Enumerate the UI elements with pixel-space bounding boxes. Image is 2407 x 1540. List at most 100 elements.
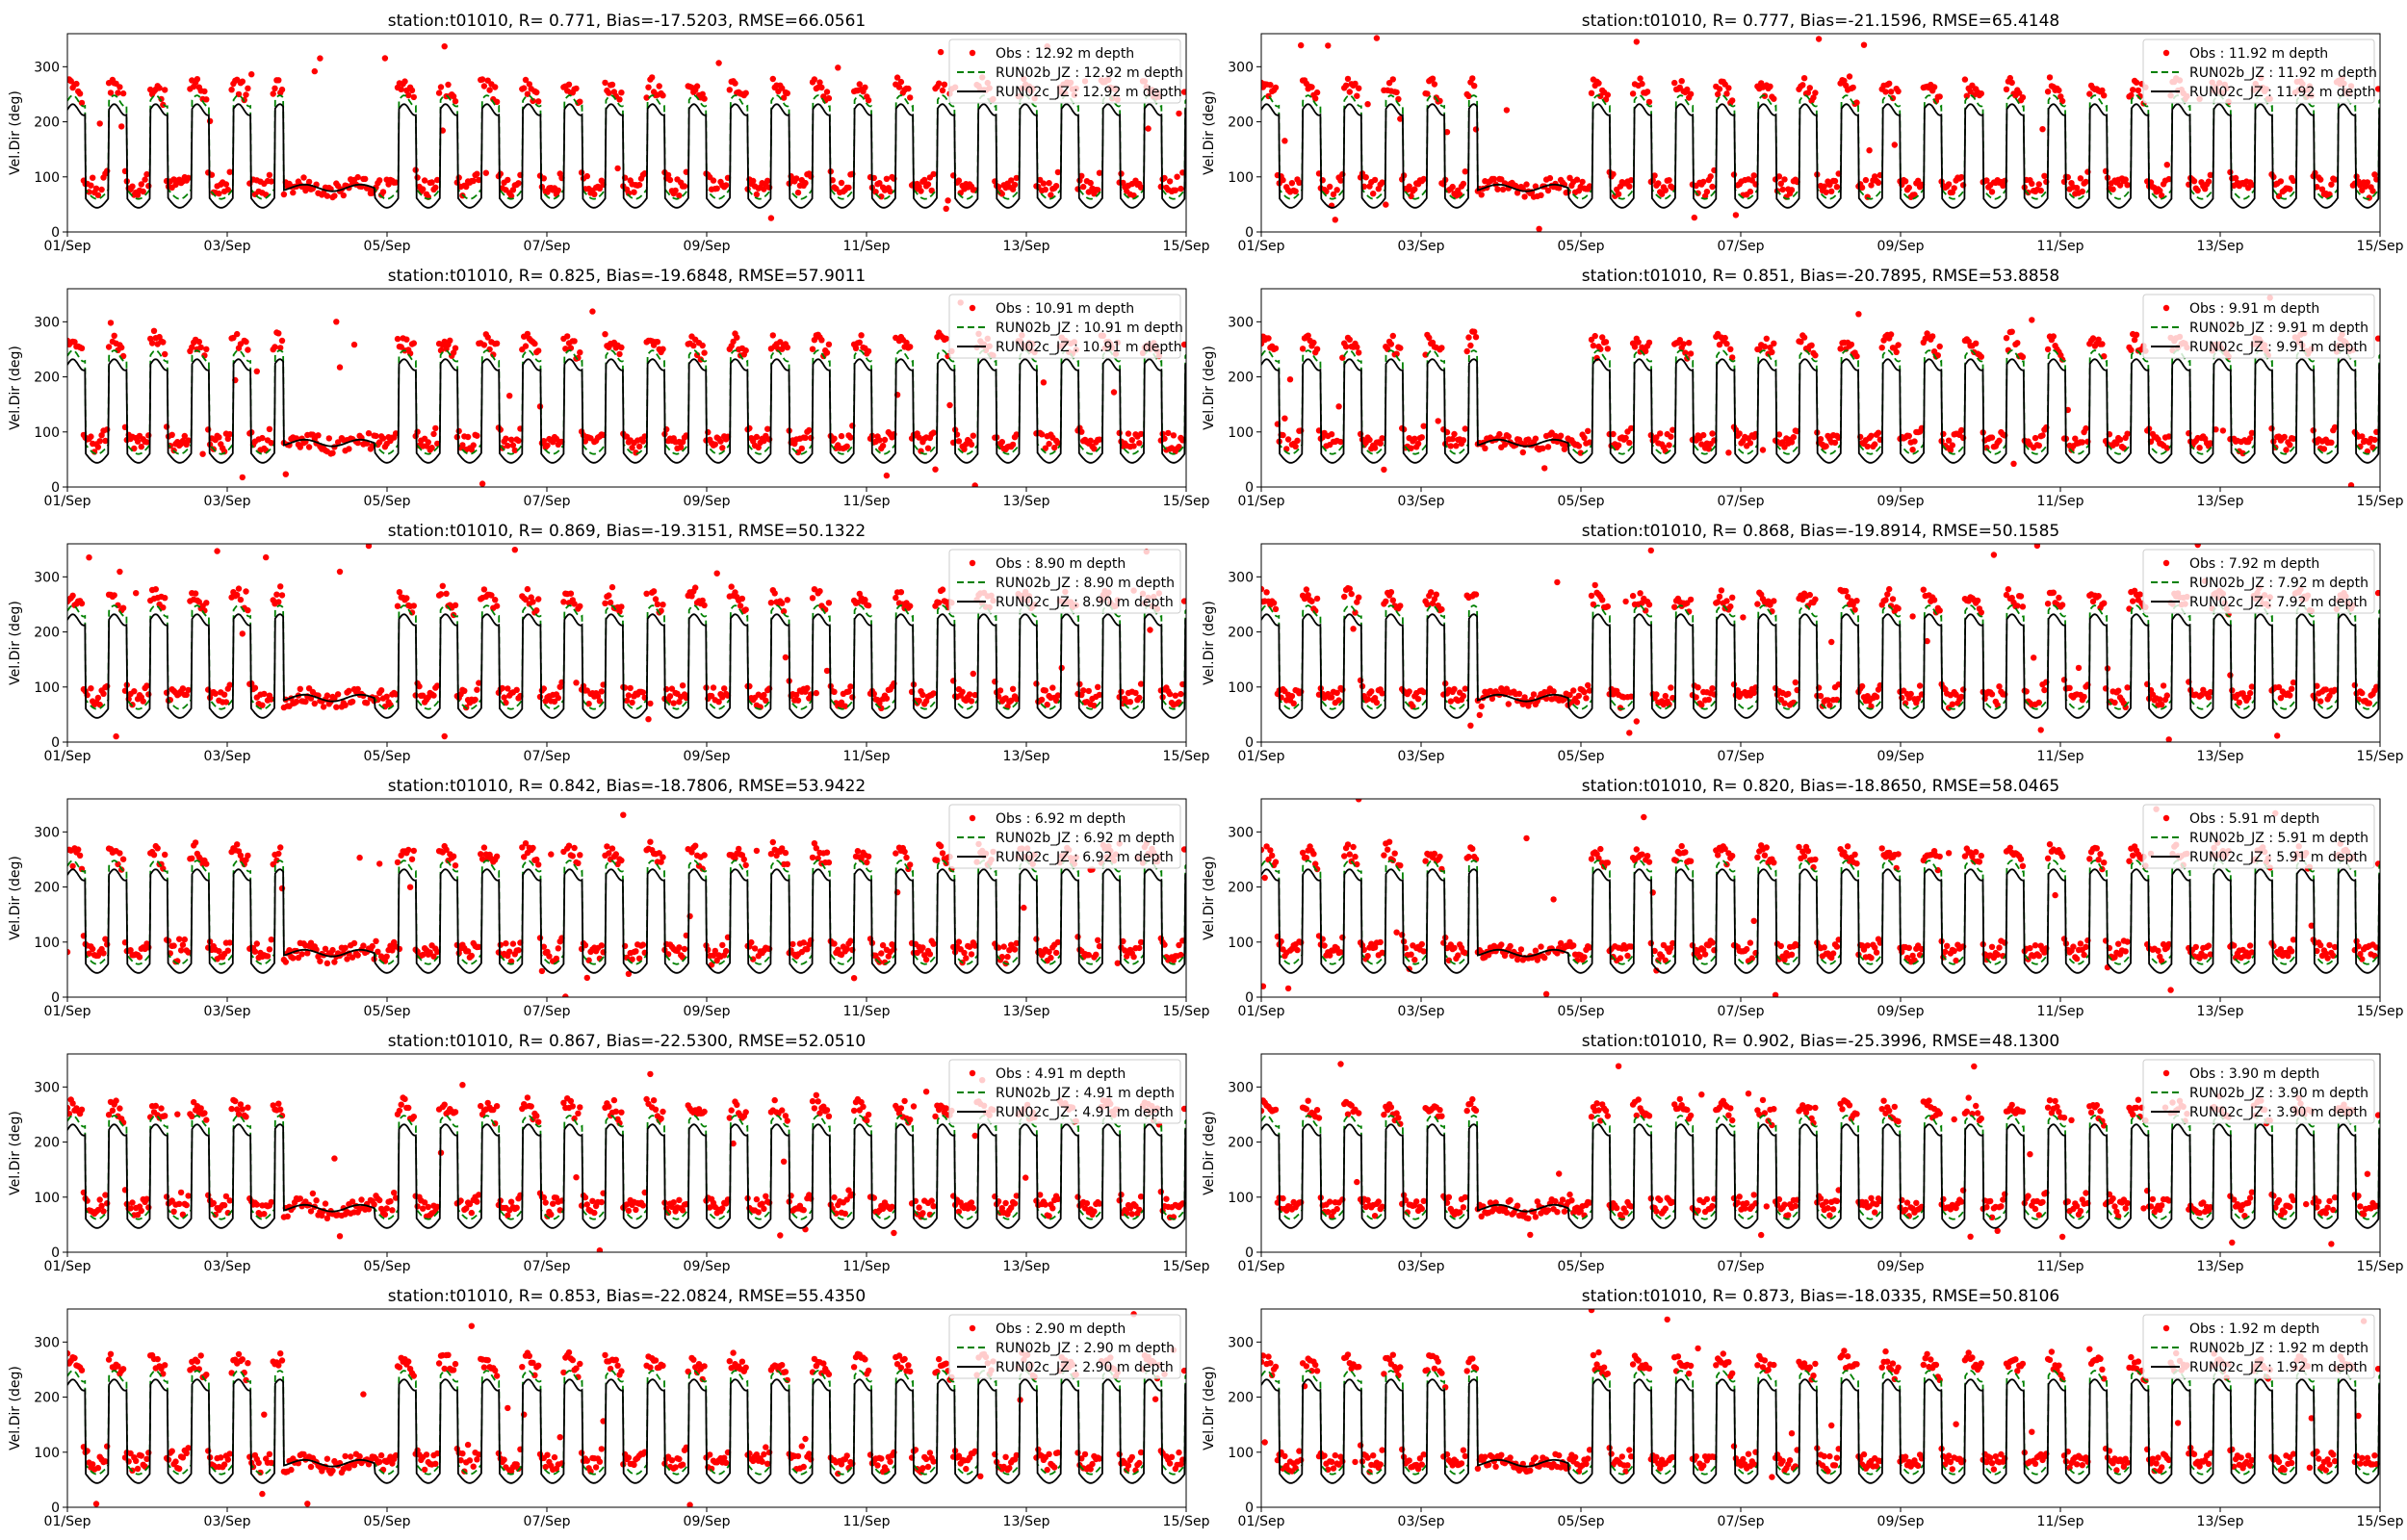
obs-point [492, 597, 499, 603]
obs-point [926, 951, 934, 958]
y-tick-label: 100 [34, 425, 60, 441]
obs-point [430, 692, 437, 699]
obs-point [1570, 942, 1577, 949]
obs-point [1788, 439, 1796, 446]
subplot-title: station:t01010, R= 0.842, Bias=-18.7806,… [388, 777, 866, 796]
obs-point [1532, 435, 1540, 442]
obs-point [1828, 188, 1835, 194]
obs-point [1538, 943, 1544, 950]
obs-point [1841, 77, 1848, 85]
obs-point [2318, 186, 2326, 192]
obs-point [1451, 944, 1458, 951]
obs-point [732, 855, 738, 861]
obs-point [883, 472, 891, 479]
obs-point [69, 862, 76, 870]
obs-point [893, 594, 899, 602]
obs-point [1410, 703, 1416, 710]
obs-point [239, 630, 246, 637]
obs-point [143, 682, 150, 689]
obs-point [1761, 343, 1769, 350]
obs-point [1298, 41, 1305, 49]
obs-point [1915, 695, 1922, 703]
x-tick-label: 07/Sep [1718, 494, 1765, 509]
obs-point [305, 178, 313, 186]
obs-point [96, 120, 103, 127]
x-tick-label: 07/Sep [1718, 239, 1765, 254]
obs-point [715, 699, 722, 706]
obs-point [1700, 431, 1707, 439]
obs-point [170, 942, 177, 949]
obs-point [1705, 696, 1713, 704]
obs-point [771, 590, 778, 597]
obs-point [1040, 180, 1048, 187]
obs-point [658, 859, 664, 865]
obs-point [856, 81, 863, 88]
obs-point [919, 944, 926, 951]
obs-point [1833, 184, 1841, 191]
legend-entry: RUN02b_JZ : 11.92 m depth [2189, 65, 2377, 81]
obs-point [1866, 147, 1873, 154]
obs-point [1385, 838, 1393, 845]
obs-point [668, 685, 676, 692]
obs-point [769, 838, 776, 846]
obs-point [1709, 939, 1716, 946]
obs-point [505, 176, 511, 184]
obs-point [1096, 436, 1103, 443]
x-tick-label: 01/Sep [44, 1004, 91, 1019]
obs-point [189, 344, 195, 350]
obs-point [394, 859, 401, 866]
obs-point [1114, 960, 1122, 966]
obs-point [2374, 86, 2380, 92]
obs-point [501, 694, 507, 701]
obs-point [237, 596, 245, 603]
obs-point [1626, 439, 1633, 447]
obs-point [2050, 333, 2057, 340]
obs-point [1366, 436, 1373, 444]
obs-point [1128, 437, 1136, 444]
obs-point [2058, 602, 2066, 608]
obs-point [2000, 182, 2006, 189]
subplot-title: station:t01010, R= 0.851, Bias=-20.7895,… [1582, 267, 2059, 286]
obs-point [304, 950, 311, 957]
obs-point [1009, 441, 1017, 449]
obs-point [577, 852, 583, 859]
obs-point [216, 434, 222, 441]
y-axis-label: Vel.Dir (deg) [8, 346, 23, 430]
obs-point [350, 341, 358, 348]
obs-point [1732, 212, 1740, 218]
obs-point [598, 942, 605, 949]
x-tick-label: 05/Sep [364, 749, 411, 764]
obs-point [447, 337, 453, 344]
obs-point [185, 437, 192, 444]
obs-point [181, 432, 188, 440]
obs-point [1945, 850, 1953, 857]
obs-point [1831, 439, 1839, 447]
obs-point [1748, 177, 1756, 184]
obs-point [2366, 194, 2372, 201]
obs-point [1821, 183, 1827, 190]
obs-point [1996, 437, 2003, 444]
obs-point [1750, 172, 1757, 179]
obs-point [845, 688, 852, 695]
obs-point [1800, 334, 1808, 341]
obs-point [1488, 695, 1496, 703]
obs-point [228, 87, 235, 93]
obs-point [331, 192, 338, 199]
obs-point [377, 687, 385, 694]
obs-point [199, 450, 206, 457]
obs-point [363, 700, 371, 706]
obs-point [76, 90, 84, 97]
obs-point [841, 703, 848, 709]
obs-point [1808, 342, 1815, 348]
obs-point [692, 842, 699, 849]
obs-point [1891, 141, 1899, 148]
obs-point [1391, 850, 1398, 857]
obs-point [1544, 187, 1552, 194]
obs-point [2044, 601, 2052, 607]
obs-point [1414, 440, 1422, 448]
obs-point [1499, 186, 1507, 193]
obs-point [1420, 423, 1427, 429]
obs-point [1671, 603, 1678, 610]
obs-point [966, 943, 973, 950]
obs-point [1267, 82, 1274, 89]
